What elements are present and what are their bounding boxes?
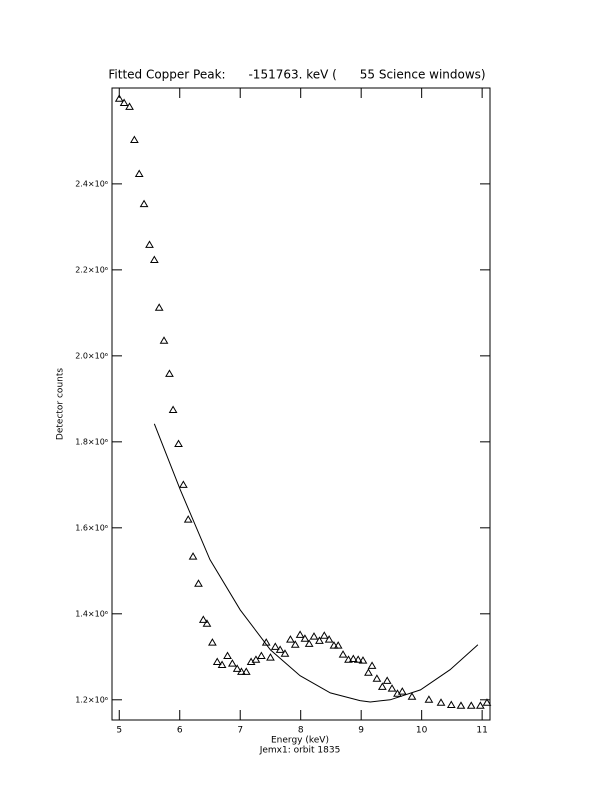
triangle-marker [194,579,203,587]
triangle-marker [159,336,169,344]
triangle-marker [424,695,434,703]
y-tick-label: 2.2×10⁶ [75,265,108,274]
triangle-marker [338,650,348,658]
triangle-marker [324,635,334,643]
triangle-marker [237,667,246,675]
triangle-marker [217,660,227,668]
y-tick-label: 1.8×10⁶ [75,437,108,446]
y-tick-label: 1.6×10⁶ [75,523,108,532]
y-axis-label: Detector counts [56,368,66,440]
triangle-marker [377,682,387,690]
triangle-marker [149,255,159,263]
triangle-marker [466,701,476,709]
triangle-marker [114,94,124,102]
triangle-marker [257,651,266,659]
triangle-marker [482,698,492,706]
y-tick-label: 1.4×10⁶ [75,609,108,618]
x-tick-label: 10 [416,726,428,736]
triangle-marker [183,515,193,523]
x-tick-label: 11 [476,726,487,736]
triangle-marker [286,635,295,643]
triangle-marker [188,552,198,560]
triangle-marker [174,439,183,447]
subtitle: Jemx1: orbit 1835 [259,746,341,756]
triangle-marker [300,634,310,642]
triangle-marker [290,640,300,648]
chart-title: Fitted Copper Peak: -151763. keV ( 55 Sc… [108,68,485,82]
triangle-marker [125,102,134,110]
triangle-marker [475,701,485,709]
triangle-marker [329,641,339,649]
triangle-marker [436,698,446,706]
triangle-marker [280,649,290,657]
triangle-marker [198,615,208,623]
triangle-marker [446,700,456,708]
triangle-marker [309,632,319,640]
triangle-marker [275,645,285,653]
triangle-marker [227,659,237,667]
y-tick-label: 2.0×10⁶ [75,351,108,360]
triangle-marker [344,655,353,663]
triangle-marker [372,674,382,682]
triangle-marker [266,653,275,661]
triangle-marker [315,636,324,644]
triangle-marker [251,655,261,663]
triangle-marker [304,639,314,647]
triangle-marker [295,630,305,638]
triangle-marker [130,135,139,144]
y-tick-label: 2.4×10⁶ [75,179,108,188]
triangle-marker [364,668,373,676]
triangle-marker [319,631,329,639]
triangle-marker [202,619,212,627]
triangle-marker [165,369,174,377]
x-axis-label: Energy (keV) [271,736,329,746]
triangle-marker [134,169,144,177]
triangle-marker [397,687,407,695]
triangle-marker [232,664,242,672]
triangle-marker [241,667,251,675]
y-tick-label: 1.2×10⁶ [75,695,108,704]
triangle-marker [154,303,164,311]
triangle-marker [382,676,392,684]
triangle-marker [139,199,149,208]
triangle-marker [348,654,358,662]
triangle-marker [367,661,377,669]
triangle-marker [178,480,188,488]
triangle-marker [333,641,343,649]
x-tick-label: 9 [358,726,364,736]
triangle-marker [387,684,397,692]
triangle-marker [208,638,217,646]
x-tick-label: 5 [116,726,122,736]
triangle-marker [407,692,417,700]
triangle-marker [223,651,232,659]
triangle-marker [119,98,129,107]
triangle-marker [270,642,280,650]
triangle-marker [168,405,178,414]
fit-line [153,423,479,703]
triangle-marker [353,655,363,663]
triangle-marker [358,656,368,664]
x-tick-label: 6 [177,726,183,736]
x-tick-label: 8 [298,726,304,736]
x-tick-label: 7 [237,726,243,736]
triangle-marker [145,240,154,248]
triangle-marker [212,657,222,665]
triangle-marker [456,701,466,709]
